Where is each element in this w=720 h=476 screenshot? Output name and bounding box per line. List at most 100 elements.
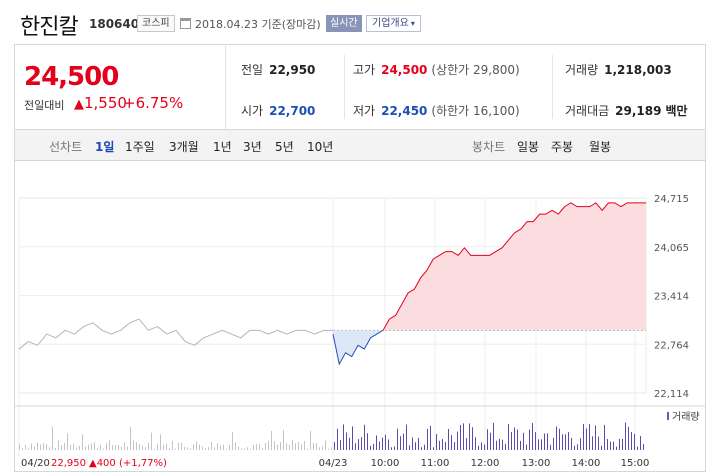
volume-bar [385, 434, 386, 450]
volume-bar [301, 444, 302, 450]
volume-bar [619, 438, 620, 450]
volume-bar [436, 434, 437, 450]
volume-bar [265, 443, 266, 450]
tab-monthly-candle[interactable]: 월봉 [589, 140, 612, 154]
change-amount: 1,550 [84, 94, 127, 112]
volume-bar [211, 441, 212, 450]
volume-bar [79, 445, 80, 450]
volume-bar [298, 442, 299, 450]
down-area-fill [333, 330, 384, 365]
volume-bar [460, 424, 461, 450]
high-label: 고가 [353, 63, 376, 77]
price-chart[interactable]: 24,715 24,065 23,414 22,764 22,114 거래량 04/23 10… [14, 161, 706, 472]
volume-bar [226, 448, 227, 450]
volume-bar [82, 434, 83, 450]
volume-label: 거래량 [565, 63, 599, 77]
volume-bar [628, 426, 629, 450]
tab-weekly-candle[interactable]: 주봉 [551, 140, 574, 154]
chart-period-tabs: 선차트 1일 1주일 3개월 1년 3년 5년 10년 봉차트 일봉 주봉 월봉 [14, 130, 706, 161]
volume-bar [283, 430, 284, 450]
tab-daily-candle[interactable]: 일봉 [517, 140, 540, 154]
volume-bar [613, 441, 614, 450]
tab-5year[interactable]: 5년 [275, 140, 294, 154]
tab-1week[interactable]: 1주일 [125, 140, 155, 154]
low-price: 저가 22,450 (하한가 16,100) [353, 102, 520, 119]
prev-close: 전일 22,950 [241, 61, 315, 78]
volume-bar [199, 444, 200, 450]
tab-10year[interactable]: 10년 [307, 140, 334, 154]
volume-bar [472, 427, 473, 450]
volume-bar [73, 444, 74, 450]
volume-bar [220, 445, 221, 450]
volume-bar [535, 432, 536, 450]
prev-close-value: 22,950 [269, 63, 316, 77]
volume-bar [616, 446, 617, 450]
company-overview-dropdown[interactable]: 기업개요 ▾ [366, 15, 421, 32]
price-chart-svg: 24,715 24,065 23,414 22,764 22,114 거래량 04/23 10… [15, 194, 705, 469]
volume-bar [610, 441, 611, 450]
volume-bar [493, 422, 494, 450]
volume-bar [565, 434, 566, 450]
volume-bar [316, 442, 317, 450]
volume-bar [595, 425, 596, 450]
tab-1year[interactable]: 1년 [213, 140, 232, 154]
volume-bar [139, 444, 140, 450]
volume-bar [202, 446, 203, 450]
high-value: 24,500 [381, 63, 428, 77]
volume-bar [346, 432, 347, 450]
volume-bar [403, 433, 404, 450]
volume-bar [178, 442, 179, 450]
volume-bar [526, 444, 527, 450]
volume-value: 1,218,003 [604, 63, 672, 77]
volume-bar [244, 448, 245, 450]
volume-bar [76, 447, 77, 450]
volume-bar [370, 445, 371, 450]
volume-bar [133, 440, 134, 450]
stock-code: 180640 [89, 17, 140, 31]
volume-bar [517, 429, 518, 450]
open-value: 22,700 [269, 104, 316, 118]
volume-bar [598, 436, 599, 450]
volume-bar [55, 447, 56, 450]
volume-bar [511, 431, 512, 450]
volume-bar [112, 445, 113, 450]
volume-bar [313, 443, 314, 450]
tab-1day[interactable]: 1일 [95, 140, 115, 154]
footer-price: 22,950 [51, 458, 86, 469]
volume-bar [424, 444, 425, 450]
volume-bar [100, 444, 101, 450]
change-value: ▲1,550 [74, 94, 127, 112]
volume-bar [358, 439, 359, 450]
volume-bar [643, 443, 644, 450]
volume-bar [523, 432, 524, 450]
footer-change: ▲400 [89, 458, 116, 469]
change-label: 전일대비 [24, 99, 65, 112]
tab-3month[interactable]: 3개월 [169, 140, 199, 154]
volume-bar [604, 424, 605, 450]
candle-chart-label: 봉차트 [472, 140, 506, 154]
volume-bar [355, 443, 356, 450]
volume-bar [448, 428, 449, 450]
volume-bar [550, 444, 551, 450]
low-value: 22,450 [381, 104, 428, 118]
trade-amount: 거래대금 29,189 백만 [565, 102, 688, 119]
volume-bar [91, 443, 92, 450]
change-percent: +6.75% [123, 94, 184, 112]
volume-bar [136, 442, 137, 450]
volume-bar [241, 448, 242, 450]
x-tick-label: 12:00 [471, 458, 500, 469]
realtime-button[interactable]: 실시간 [326, 15, 362, 32]
volume-legend-label: 거래량 [672, 411, 700, 423]
volume-bar [382, 437, 383, 450]
volume-bar [157, 443, 158, 450]
volume-bar [583, 424, 584, 450]
volume-bar [175, 448, 176, 450]
volume-bar [592, 436, 593, 450]
tab-3year[interactable]: 3년 [243, 140, 262, 154]
footer-date: 04/20 [21, 458, 50, 469]
lower-limit: (하한가 16,100) [431, 104, 520, 118]
x-tick-label: 14:00 [572, 458, 601, 469]
volume-bar [271, 430, 272, 450]
volume-bar [547, 433, 548, 450]
volume-bar [184, 446, 185, 450]
